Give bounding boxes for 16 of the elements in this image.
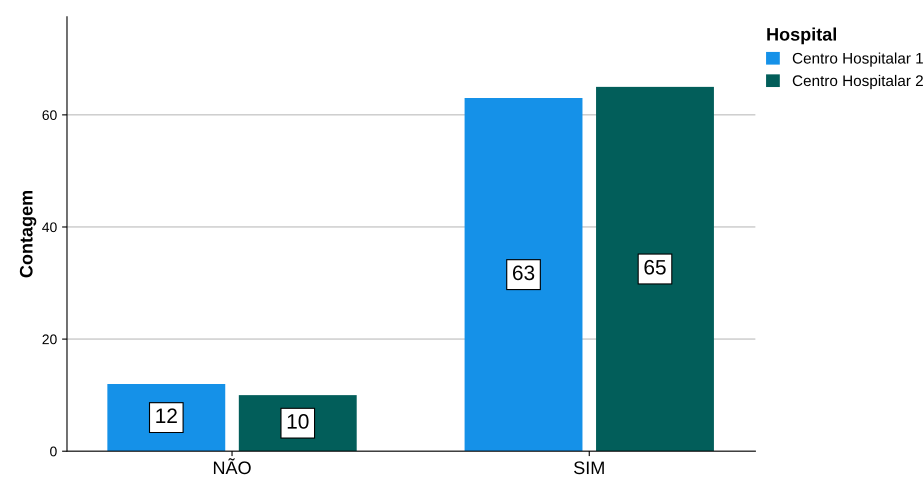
- data-label: 65: [644, 260, 666, 275]
- y-tick-label: 40: [42, 222, 57, 232]
- y-tick-label: 20: [42, 334, 57, 344]
- bar: [596, 86, 714, 452]
- x-tick-label: NÃO: [214, 458, 251, 474]
- x-tick-label: SIM: [574, 461, 604, 474]
- legend-label: Centro Hospitalar 2: [792, 74, 923, 90]
- data-label: 63: [513, 265, 534, 280]
- legend-title: Hospital: [767, 27, 836, 44]
- data-label: 12: [156, 408, 177, 423]
- y-tick-label: 0: [50, 446, 57, 456]
- legend-label: Centro Hospitalar 1: [792, 52, 923, 67]
- y-axis-title: Contagem: [20, 190, 36, 278]
- data-label: 10: [288, 414, 309, 429]
- y-tick-label: 60: [42, 110, 57, 120]
- bar: [464, 98, 582, 452]
